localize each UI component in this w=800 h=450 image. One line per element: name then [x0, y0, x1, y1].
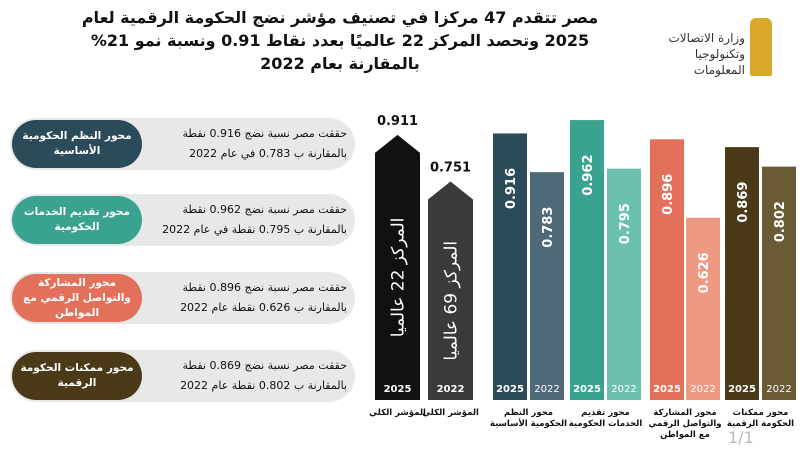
title-line: 2025 وتحصد المركز 22 عالميًا بعدد نقاط 0… [90, 31, 590, 50]
value-label: 0.795 [618, 203, 633, 244]
value-label: 0.802 [773, 201, 788, 242]
panel: محور تقديم الخدمات الحكومية حققت مصر نسبة… [10, 194, 355, 246]
panel-line: بالمقارنة ب 0.626 نقطة عام 2022 [180, 301, 347, 314]
panel-line: حققت مصر نسبة نضج 0.869 نقطة [182, 359, 347, 372]
bar [375, 134, 420, 401]
panel-label: محور النظم الحكومية الأساسية [12, 120, 142, 168]
year-label: 2022 [690, 384, 715, 395]
value-label: 0.962 [581, 154, 596, 195]
panel-line: بالمقارنة ب 0.795 نقطة في عام 2022 [162, 223, 347, 236]
title-line: مصر تتقدم 47 مركزا في تصنيف مؤشر نضج الح… [81, 8, 599, 27]
rank-note: المركز 22 عالميا [389, 218, 409, 338]
year-label: 2022 [611, 384, 636, 395]
panel-line: بالمقارنة ب 0.783 في عام 2022 [189, 147, 347, 160]
year-label: 2025 [573, 384, 601, 395]
panel-line: بالمقارنة ب 0.802 نقطة عام 2022 [180, 379, 347, 392]
category-label: محور النظم الحكومية الأساسية [489, 408, 568, 429]
panel-text: حققت مصر نسبة نضج 0.896 نقطة بالمقارنة ب … [142, 278, 347, 318]
bar [607, 168, 641, 400]
logo-text: وزارة الاتصالات وتكنولوجيا المعلومات [645, 30, 745, 78]
title: مصر تتقدم 47 مركزا في تصنيف مؤشر نضج الح… [60, 6, 620, 75]
year-label: 2025 [653, 384, 681, 395]
logo-icon [750, 18, 772, 76]
panel-label: محور ممكنات الحكومة الرقمية [12, 352, 142, 400]
bar [493, 133, 527, 400]
panel-text: حققت مصر نسبة نضج 0.869 نقطة بالمقارنة ب … [142, 356, 347, 396]
value-label: 0.783 [541, 207, 556, 248]
panel-text: حققت مصر نسبة نضج 0.916 نقطة بالمقارنة ب … [142, 124, 347, 164]
year-label: 2022 [766, 384, 791, 395]
panel-text: حققت مصر نسبة نضج 0.962 نقطة بالمقارنة ب … [142, 200, 347, 240]
year-label: 2022 [534, 384, 559, 395]
year-label: 2025 [496, 384, 524, 395]
panel: محور المشاركة والتواصل الرقمي مع المواطن… [10, 272, 355, 324]
panel-line: حققت مصر نسبة نضج 0.962 نقطة [182, 203, 347, 216]
panel-line: حققت مصر نسبة نضج 0.896 نقطة [182, 281, 347, 294]
page-number: 1/1 [728, 428, 754, 447]
logo-line: وزارة الاتصالات [668, 31, 745, 45]
category-label: محور ممكنات الحكومة الرقمية [726, 408, 795, 429]
logo-line: وتكنولوجيا المعلومات [693, 47, 745, 77]
year-label: 2025 [728, 384, 756, 395]
value-label: 0.869 [736, 182, 751, 223]
bar [428, 181, 473, 400]
value-label: 0.911 [377, 114, 418, 129]
year-label: 2025 [384, 384, 412, 395]
bar [725, 147, 759, 400]
panel-line: حققت مصر نسبة نضج 0.916 نقطة [182, 127, 347, 140]
bar [650, 139, 684, 400]
category-label: المؤشر الكلي [369, 408, 426, 418]
title-line: بالمقارنة بعام 2022 [260, 54, 420, 73]
bar [570, 120, 604, 401]
value-label: 0.626 [697, 252, 712, 293]
category-label: محور تقديم الخدمات الحكومية [568, 408, 643, 429]
panel-label: محور المشاركة والتواصل الرقمي مع المواطن [12, 274, 142, 322]
panel: محور النظم الحكومية الأساسية حققت مصر نسب… [10, 118, 355, 170]
panel: محور ممكنات الحكومة الرقمية حققت مصر نسبة… [10, 350, 355, 402]
bar [762, 166, 796, 400]
category-label: محور المشاركة والتواصل الرقمي مع المواطن [648, 408, 722, 440]
value-label: 0.916 [504, 168, 519, 209]
bar [530, 172, 564, 400]
category-label: المؤشر الكلي [422, 408, 479, 418]
year-label: 2022 [437, 384, 465, 395]
panel-label: محور تقديم الخدمات الحكومية [12, 196, 142, 244]
value-label: 0.896 [661, 174, 676, 215]
bar [686, 217, 720, 400]
value-label: 0.751 [430, 160, 471, 175]
rank-note: المركز 69 عالميا [442, 241, 462, 361]
